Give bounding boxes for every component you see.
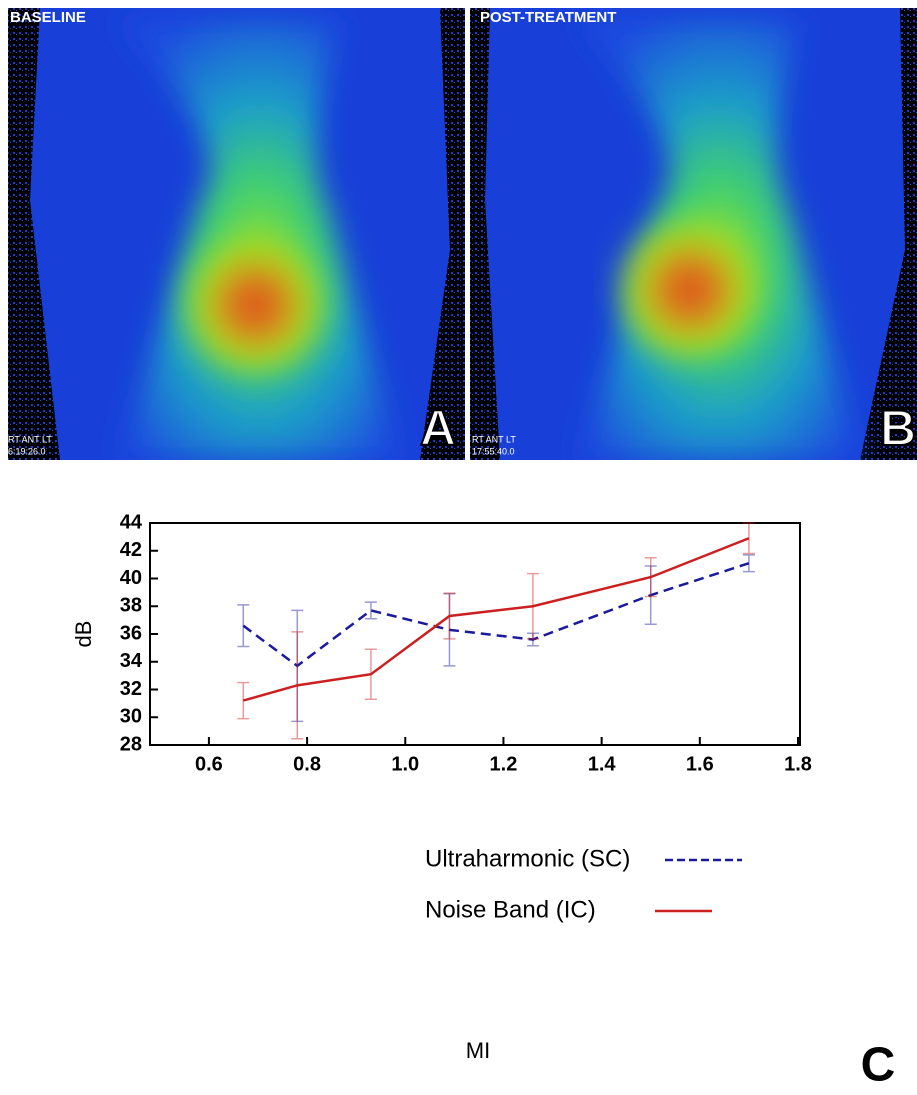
image-b (470, 8, 917, 460)
panel-letter: C (861, 1039, 896, 1090)
series-line (242, 562, 750, 668)
x-tick-label: 0.8 (293, 753, 321, 775)
x-tick-label: 1.8 (784, 753, 812, 775)
error-bar (364, 601, 377, 620)
legend-label: Noise Band (IC) (425, 896, 596, 923)
x-tick-label: 1.4 (588, 753, 617, 775)
y-tick-label: 28 (120, 733, 142, 755)
x-axis-label: MI (466, 1038, 490, 1063)
image-a (8, 8, 465, 460)
x-tick-label: 0.6 (195, 753, 223, 775)
error-bar (237, 604, 250, 648)
y-axis-label: dB (71, 621, 96, 648)
y-tick-label: 38 (120, 595, 142, 617)
x-tick-label: 1.0 (391, 753, 419, 775)
legend-label: Ultraharmonic (SC) (425, 845, 630, 872)
y-tick-label: 40 (120, 567, 142, 589)
y-tick-label: 30 (120, 706, 142, 728)
x-tick-label: 1.6 (686, 753, 714, 775)
y-tick-label: 34 (120, 650, 143, 672)
panel-title: POST-TREATMENT (480, 9, 616, 26)
divider (466, 8, 469, 460)
panel-time: 6:19:26.0 (8, 446, 46, 456)
panel-time: 17:55:40.0 (472, 446, 515, 456)
panel-title: BASELINE (10, 9, 86, 26)
panel-letter: A (420, 400, 456, 456)
y-tick-label: 36 (120, 622, 142, 644)
y-tick-label: 42 (120, 539, 142, 561)
y-tick-label: 44 (120, 511, 143, 533)
panel-view: RT ANT LT (8, 434, 52, 444)
series-line (242, 537, 750, 702)
y-tick-label: 32 (120, 678, 142, 700)
x-tick-label: 1.2 (490, 753, 518, 775)
panel-letter: B (880, 400, 916, 456)
panel-view: RT ANT LT (472, 434, 516, 444)
